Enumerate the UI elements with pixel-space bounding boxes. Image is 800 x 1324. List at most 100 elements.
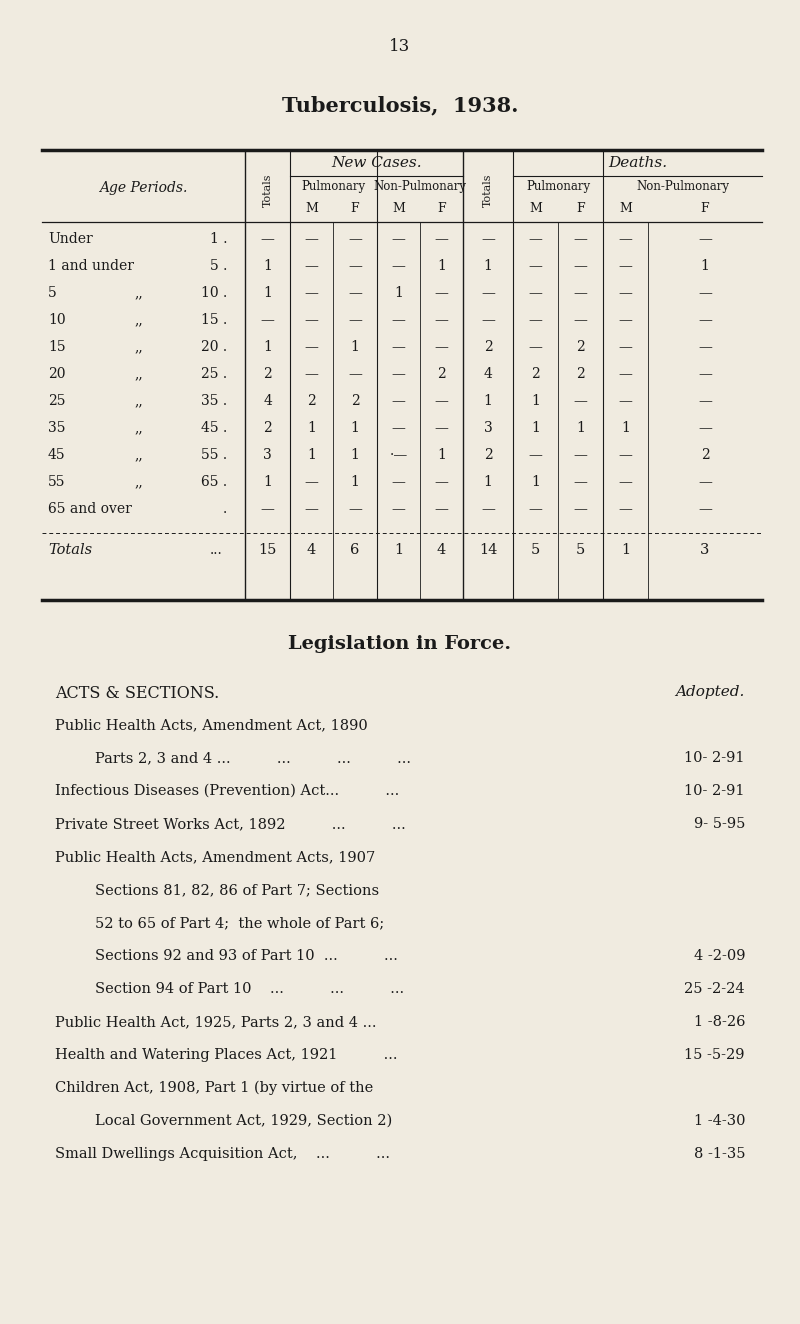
Text: 2: 2	[576, 367, 585, 381]
Text: —: —	[529, 232, 542, 246]
Text: —: —	[618, 232, 633, 246]
Text: F: F	[576, 203, 585, 214]
Text: ,,: ,,	[134, 421, 143, 436]
Text: Private Street Works Act, 1892          ...          ...: Private Street Works Act, 1892 ... ...	[55, 817, 406, 831]
Text: 1 and under: 1 and under	[48, 260, 134, 273]
Text: 6: 6	[350, 543, 360, 557]
Text: —: —	[618, 475, 633, 489]
Text: 1 -4-30: 1 -4-30	[694, 1113, 745, 1128]
Text: 1: 1	[437, 260, 446, 273]
Text: —: —	[574, 475, 587, 489]
Text: —: —	[391, 502, 406, 516]
Text: 1: 1	[437, 448, 446, 462]
Text: Pulmonary: Pulmonary	[526, 180, 590, 193]
Text: —: —	[618, 312, 633, 327]
Text: 15: 15	[258, 543, 277, 557]
Text: —: —	[261, 312, 274, 327]
Text: 3: 3	[484, 421, 492, 436]
Text: 15 .: 15 .	[201, 312, 227, 327]
Text: —: —	[434, 340, 449, 354]
Text: —: —	[434, 395, 449, 408]
Text: 1: 1	[621, 421, 630, 436]
Text: 10: 10	[48, 312, 66, 327]
Text: Totals: Totals	[48, 543, 92, 557]
Text: Health and Watering Places Act, 1921          ...: Health and Watering Places Act, 1921 ...	[55, 1049, 398, 1062]
Text: —: —	[348, 286, 362, 301]
Text: 1: 1	[263, 340, 272, 354]
Text: —: —	[391, 395, 406, 408]
Text: —: —	[618, 395, 633, 408]
Text: Non-Pulmonary: Non-Pulmonary	[636, 180, 729, 193]
Text: Section 94 of Part 10    ...          ...          ...: Section 94 of Part 10 ... ... ...	[95, 982, 404, 996]
Text: 25 .: 25 .	[201, 367, 227, 381]
Text: 1: 1	[307, 448, 316, 462]
Text: 2: 2	[531, 367, 540, 381]
Text: —: —	[529, 340, 542, 354]
Text: Under: Under	[48, 232, 93, 246]
Text: Tuberculosis,  1938.: Tuberculosis, 1938.	[282, 95, 518, 115]
Text: 2: 2	[576, 340, 585, 354]
Text: 10- 2-91: 10- 2-91	[685, 784, 745, 798]
Text: F: F	[350, 203, 359, 214]
Text: —: —	[574, 448, 587, 462]
Text: —: —	[618, 260, 633, 273]
Text: —: —	[698, 475, 712, 489]
Text: —: —	[574, 232, 587, 246]
Text: 10- 2-91: 10- 2-91	[685, 751, 745, 765]
Text: 5: 5	[48, 286, 57, 301]
Text: —: —	[305, 232, 318, 246]
Text: 2: 2	[350, 395, 359, 408]
Text: 4: 4	[263, 395, 272, 408]
Text: —: —	[305, 286, 318, 301]
Text: ...: ...	[210, 543, 222, 557]
Text: 9- 5-95: 9- 5-95	[694, 817, 745, 831]
Text: 1: 1	[263, 260, 272, 273]
Text: —: —	[305, 475, 318, 489]
Text: —: —	[348, 232, 362, 246]
Text: —: —	[481, 312, 495, 327]
Text: 25: 25	[48, 395, 66, 408]
Text: —: —	[618, 340, 633, 354]
Text: 1 .: 1 .	[210, 232, 227, 246]
Text: —: —	[698, 421, 712, 436]
Text: 1: 1	[621, 543, 630, 557]
Text: —: —	[391, 340, 406, 354]
Text: 2: 2	[484, 448, 492, 462]
Text: —: —	[481, 502, 495, 516]
Text: —: —	[348, 367, 362, 381]
Text: Parts 2, 3 and 4 ...          ...          ...          ...: Parts 2, 3 and 4 ... ... ... ...	[95, 751, 411, 765]
Text: 1: 1	[394, 286, 403, 301]
Text: —: —	[618, 286, 633, 301]
Text: 55: 55	[48, 475, 66, 489]
Text: 35: 35	[48, 421, 66, 436]
Text: —: —	[305, 502, 318, 516]
Text: ,,: ,,	[134, 340, 143, 354]
Text: —: —	[574, 502, 587, 516]
Text: —: —	[391, 475, 406, 489]
Text: —: —	[391, 232, 406, 246]
Text: 5 .: 5 .	[210, 260, 227, 273]
Text: New Cases.: New Cases.	[331, 156, 422, 169]
Text: Age Periods.: Age Periods.	[99, 181, 188, 195]
Text: 1: 1	[531, 395, 540, 408]
Text: ,,: ,,	[134, 395, 143, 408]
Text: .: .	[222, 502, 227, 516]
Text: 2: 2	[437, 367, 446, 381]
Text: 8 -1-35: 8 -1-35	[694, 1147, 745, 1161]
Text: —: —	[529, 286, 542, 301]
Text: —: —	[618, 367, 633, 381]
Text: Public Health Act, 1925, Parts 2, 3 and 4 ...: Public Health Act, 1925, Parts 2, 3 and …	[55, 1016, 377, 1029]
Text: —: —	[305, 312, 318, 327]
Text: 55 .: 55 .	[201, 448, 227, 462]
Text: 1: 1	[307, 421, 316, 436]
Text: ACTS & SECTIONS.: ACTS & SECTIONS.	[55, 685, 219, 702]
Text: 3: 3	[263, 448, 272, 462]
Text: —: —	[434, 475, 449, 489]
Text: —: —	[305, 367, 318, 381]
Text: —: —	[481, 232, 495, 246]
Text: —: —	[434, 421, 449, 436]
Text: 1: 1	[350, 421, 359, 436]
Text: Public Health Acts, Amendment Act, 1890: Public Health Acts, Amendment Act, 1890	[55, 718, 368, 732]
Text: 10 .: 10 .	[201, 286, 227, 301]
Text: 3: 3	[700, 543, 710, 557]
